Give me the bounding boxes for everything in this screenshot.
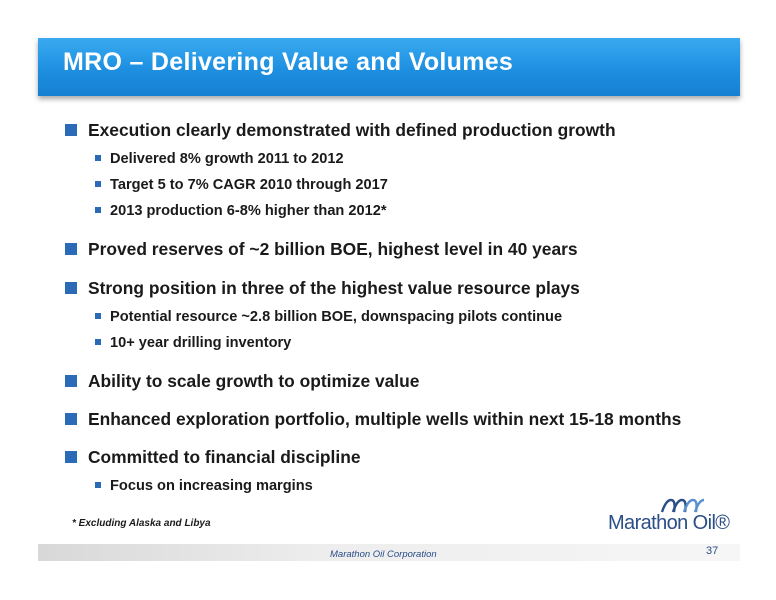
footer-bar: [38, 544, 740, 561]
bullet-text: Proved reserves of ~2 billion BOE, highe…: [88, 239, 578, 259]
page-number: 37: [706, 545, 719, 557]
square-bullet-icon: [65, 413, 77, 425]
small-square-bullet-icon: [95, 313, 101, 319]
sub-bullet: Delivered 8% growth 2011 to 2012: [64, 148, 754, 170]
bullet-execution: Execution clearly demonstrated with defi…: [64, 118, 754, 142]
bullet-reserves: Proved reserves of ~2 billion BOE, highe…: [64, 237, 754, 261]
bullet-text: Ability to scale growth to optimize valu…: [88, 371, 420, 391]
bullet-scale-growth: Ability to scale growth to optimize valu…: [64, 369, 754, 393]
sub-bullet-text: Focus on increasing margins: [110, 478, 313, 494]
slide-title-bar: MRO – Delivering Value and Volumes: [38, 38, 740, 96]
sub-bullet-text: Potential resource ~2.8 billion BOE, dow…: [110, 309, 563, 325]
bullet-list: Execution clearly demonstrated with defi…: [64, 118, 754, 497]
footer-company: Marathon Oil Corporation: [330, 549, 437, 560]
small-square-bullet-icon: [95, 482, 101, 488]
sub-bullet-text: 10+ year drilling inventory: [110, 335, 292, 351]
bullet-discipline: Committed to financial discipline: [64, 445, 754, 469]
square-bullet-icon: [65, 451, 77, 463]
small-square-bullet-icon: [95, 207, 101, 213]
sub-bullet-text: Target 5 to 7% CAGR 2010 through 2017: [110, 177, 388, 193]
slide-title: MRO – Delivering Value and Volumes: [63, 48, 514, 76]
sub-bullet: Focus on increasing margins: [64, 475, 754, 497]
sub-bullet: Potential resource ~2.8 billion BOE, dow…: [64, 306, 754, 328]
bullet-resource-plays: Strong position in three of the highest …: [64, 276, 754, 300]
sub-bullet: Target 5 to 7% CAGR 2010 through 2017: [64, 174, 754, 196]
bullet-text: Enhanced exploration portfolio, multiple…: [88, 409, 682, 429]
square-bullet-icon: [65, 124, 77, 136]
sub-bullet-text: Delivered 8% growth 2011 to 2012: [110, 151, 344, 167]
marathon-oil-logo: Marathon Oil®: [608, 498, 730, 538]
small-square-bullet-icon: [95, 339, 101, 345]
square-bullet-icon: [65, 282, 77, 294]
sub-bullet: 2013 production 6-8% higher than 2012*: [64, 200, 754, 222]
bullet-text: Committed to financial discipline: [88, 447, 361, 467]
logo-wordmark: Marathon Oil®: [608, 512, 730, 534]
bullet-text: Execution clearly demonstrated with defi…: [88, 120, 616, 140]
sub-bullet: 10+ year drilling inventory: [64, 332, 754, 354]
bullet-text: Strong position in three of the highest …: [88, 278, 580, 298]
bullet-exploration: Enhanced exploration portfolio, multiple…: [64, 407, 754, 431]
small-square-bullet-icon: [95, 155, 101, 161]
square-bullet-icon: [65, 375, 77, 387]
square-bullet-icon: [65, 243, 77, 255]
small-square-bullet-icon: [95, 181, 101, 187]
footnote: * Excluding Alaska and Libya: [72, 518, 211, 529]
sub-bullet-text: 2013 production 6-8% higher than 2012*: [110, 203, 387, 219]
marathon-wave-icon: [660, 498, 705, 513]
